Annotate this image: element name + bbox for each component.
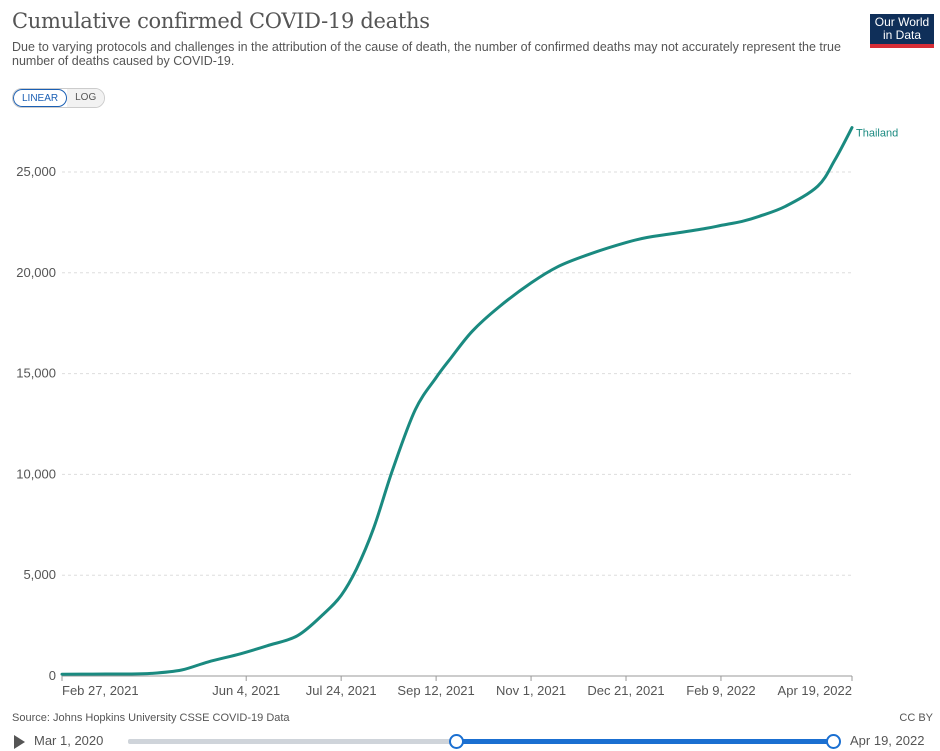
owid-logo[interactable]: Our World in Data: [870, 14, 934, 48]
logo-line-1: Our World: [874, 15, 930, 29]
y-tick-label: 0: [49, 668, 56, 683]
y-tick-label: 5,000: [23, 567, 56, 582]
x-tick-label: Sep 12, 2021: [397, 683, 474, 698]
y-tick-label: 20,000: [16, 265, 56, 280]
play-icon[interactable]: [14, 735, 25, 749]
x-tick-label: Nov 1, 2021: [496, 683, 566, 698]
logo-line-2: in Data: [882, 28, 922, 42]
license-label[interactable]: CC BY: [899, 712, 933, 724]
x-tick-label: Feb 9, 2022: [686, 683, 755, 698]
y-tick-label: 25,000: [16, 164, 56, 179]
scale-toggle: LINEAR LOG: [12, 88, 106, 108]
y-tick-label: 10,000: [16, 466, 56, 481]
x-tick-label: Jun 4, 2021: [212, 683, 280, 698]
axis-layer: 0 5,000 10,000 15,000 20,000 25,000 Feb 27, 20…: [16, 164, 853, 698]
timeline: Mar 1, 2020 Apr 19, 2022: [0, 730, 940, 751]
log-scale-button[interactable]: LOG: [67, 89, 105, 107]
timeline-start-label: Mar 1, 2020: [34, 733, 104, 748]
timeline-start-handle[interactable]: [449, 734, 464, 749]
x-tick-label: Jul 24, 2021: [306, 683, 377, 698]
line-chart: 0 5,000 10,000 15,000 20,000 25,000 Feb 27, 20…: [16, 126, 898, 698]
series-label-thailand[interactable]: Thailand: [856, 128, 898, 140]
x-tick-label: Apr 19, 2022: [778, 683, 852, 698]
timeline-end-label: Apr 19, 2022: [850, 733, 925, 748]
y-tick-label: 15,000: [16, 366, 56, 381]
chart-title: Cumulative confirmed COVID-19 deaths: [12, 9, 430, 33]
source-note[interactable]: Source: Johns Hopkins University CSSE CO…: [12, 712, 290, 724]
x-tick-label: Feb 27, 2021: [62, 683, 139, 698]
timeline-selected-range: [457, 739, 834, 744]
grid-layer: [62, 171, 852, 677]
series-layer: Thailand: [60, 126, 898, 676]
series-line-thailand[interactable]: [60, 126, 854, 676]
x-tick-label: Dec 21, 2021: [587, 683, 664, 698]
chart-subtitle: Due to varying protocols and challenges …: [12, 40, 841, 68]
linear-scale-button[interactable]: LINEAR: [13, 89, 68, 107]
timeline-end-handle[interactable]: [826, 734, 841, 749]
